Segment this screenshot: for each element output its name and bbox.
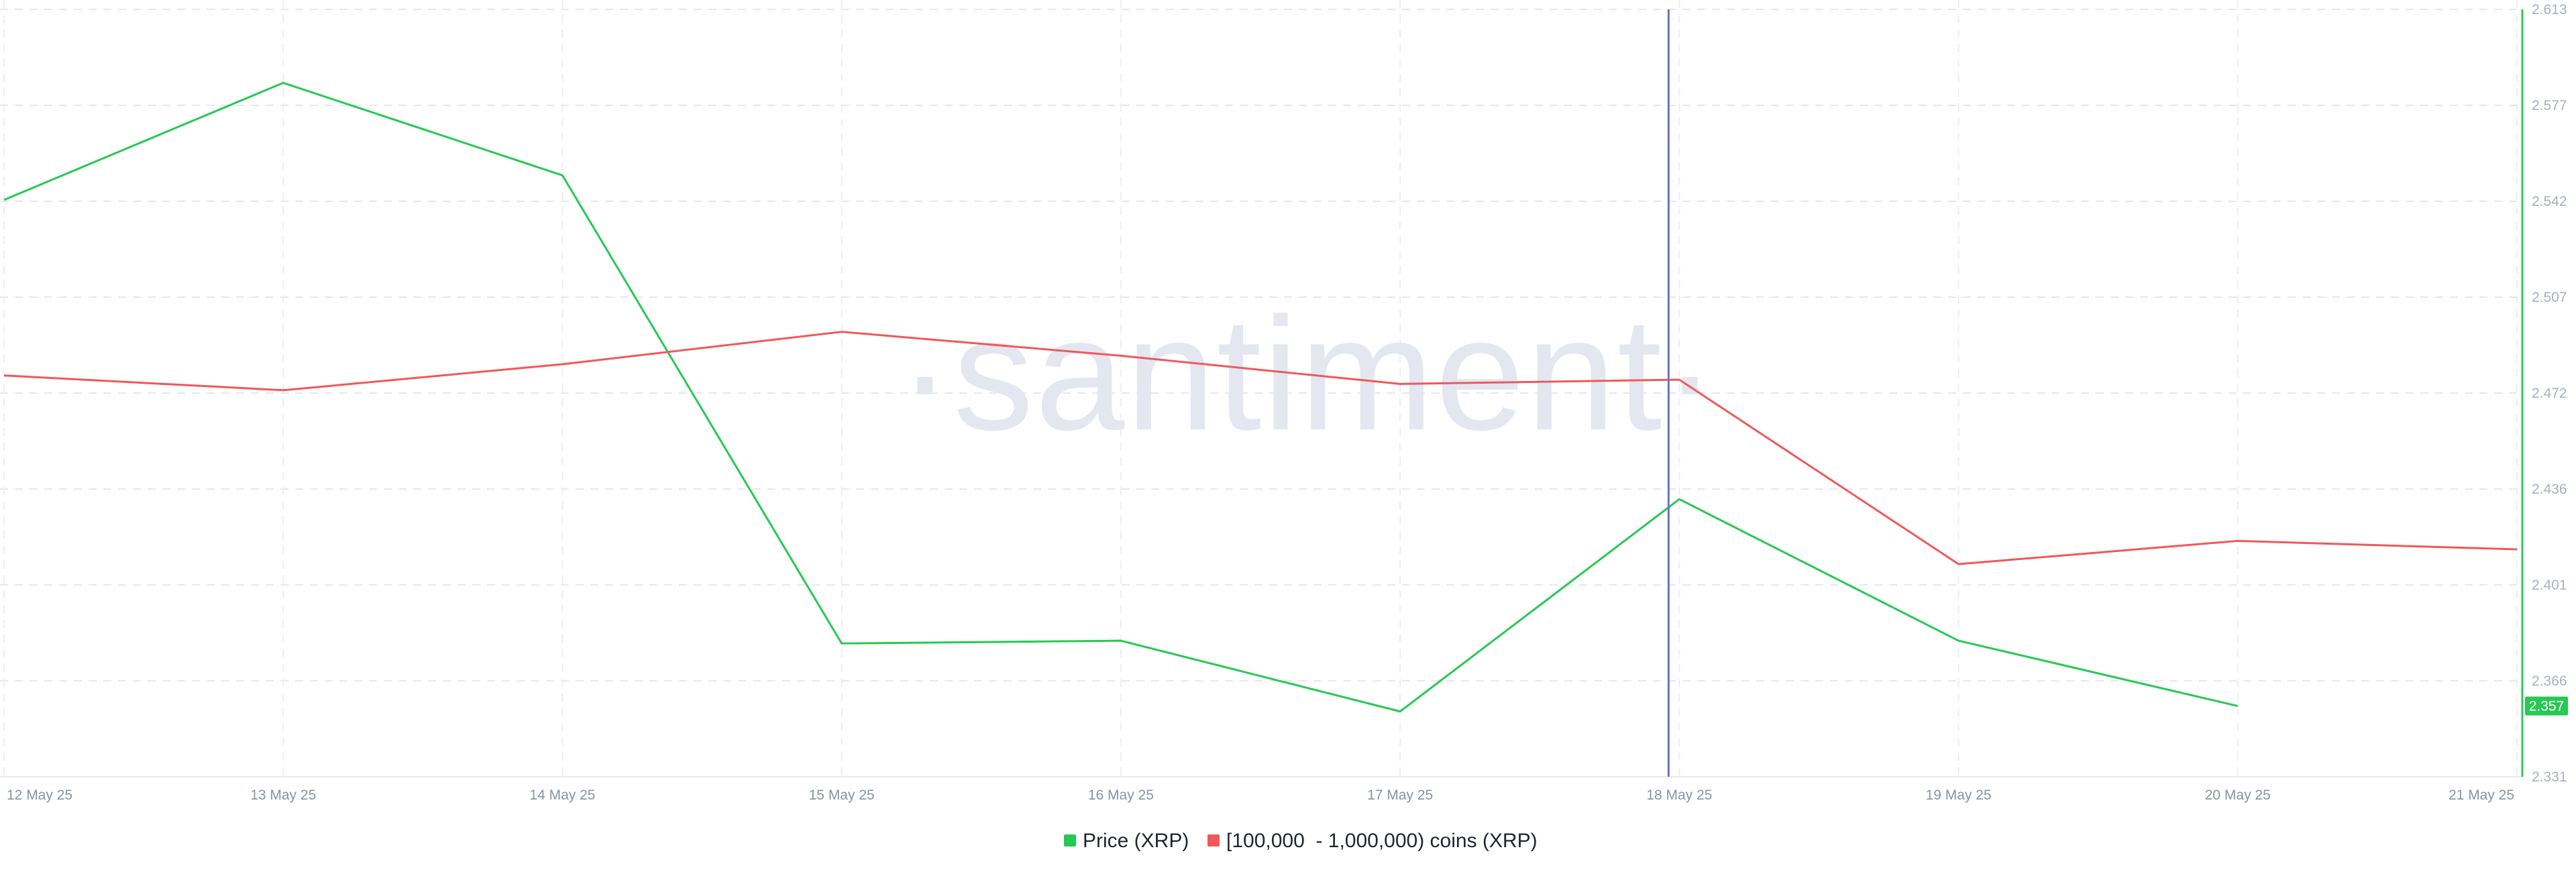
price-point[interactable] bbox=[1676, 496, 1682, 502]
x-tick-label: 21 May 25 bbox=[2449, 787, 2514, 803]
y-tick-label: 2.577 bbox=[2532, 98, 2567, 113]
holders-point[interactable] bbox=[559, 362, 565, 367]
grid bbox=[0, 0, 2522, 777]
price-point[interactable] bbox=[2235, 704, 2241, 709]
price-point[interactable] bbox=[1118, 638, 1124, 643]
y-tick-label: 2.436 bbox=[2532, 482, 2567, 497]
x-tick-label: 13 May 25 bbox=[250, 787, 316, 803]
holders-point[interactable] bbox=[1676, 377, 1682, 382]
price-point[interactable] bbox=[839, 641, 845, 646]
x-tick-label: 12 May 25 bbox=[7, 787, 72, 803]
price-point[interactable] bbox=[1397, 709, 1403, 714]
holders-point[interactable] bbox=[839, 329, 845, 335]
price-point[interactable] bbox=[1, 197, 7, 203]
y-axis-right: 2.613 2.577 2.542 2.507 2.472 2.436 2.401 2.366… bbox=[2521, 2, 2567, 785]
holders-point[interactable] bbox=[1118, 353, 1124, 358]
holders-point[interactable] bbox=[1397, 381, 1403, 386]
price-line[interactable] bbox=[3, 82, 2239, 713]
holders-point[interactable] bbox=[280, 388, 286, 393]
y-tick-label: 2.331 bbox=[2532, 769, 2567, 785]
legend-label-holders[interactable]: [100,000 - 1,000,000) coins (XRP) bbox=[1226, 830, 1538, 852]
x-axis: 12 May 25 13 May 25 14 May 25 15 May 25 16 M… bbox=[7, 787, 2514, 803]
x-tick-label: 14 May 25 bbox=[529, 787, 595, 803]
legend-label-price[interactable]: Price (XRP) bbox=[1083, 830, 1189, 852]
holders-point[interactable] bbox=[1, 373, 7, 378]
y-tick-label: 2.472 bbox=[2532, 386, 2567, 401]
y-tick-label: 2.613 bbox=[2532, 2, 2567, 17]
price-point[interactable] bbox=[559, 172, 565, 178]
legend: Price (XRP) [100,000 - 1,000,000) coins … bbox=[1064, 830, 1538, 852]
legend-swatch-price[interactable] bbox=[1064, 834, 1076, 847]
watermark: ·santiment· bbox=[898, 284, 1718, 464]
series-lines bbox=[1, 80, 2520, 714]
holders-point[interactable] bbox=[1956, 561, 1962, 567]
x-tick-label: 20 May 25 bbox=[2205, 787, 2271, 803]
y-tick-label: 2.366 bbox=[2532, 673, 2567, 689]
last-price-badge-label: 2.357 bbox=[2529, 699, 2565, 714]
x-tick-label: 16 May 25 bbox=[1088, 787, 1154, 803]
holders-line[interactable] bbox=[3, 331, 2518, 565]
y-tick-label: 2.401 bbox=[2532, 578, 2567, 593]
x-tick-label: 18 May 25 bbox=[1646, 787, 1712, 803]
x-tick-label: 17 May 25 bbox=[1367, 787, 1433, 803]
y-tick-label: 2.507 bbox=[2532, 290, 2567, 305]
y-tick-label: 2.542 bbox=[2532, 194, 2567, 209]
price-point[interactable] bbox=[1956, 638, 1962, 643]
x-tick-label: 19 May 25 bbox=[1926, 787, 1992, 803]
holders-point[interactable] bbox=[2235, 538, 2241, 543]
x-tick-label: 15 May 25 bbox=[809, 787, 875, 803]
last-price-badge: 2.357 bbox=[2525, 696, 2568, 716]
legend-swatch-holders[interactable] bbox=[1208, 834, 1220, 847]
price-point[interactable] bbox=[280, 80, 286, 86]
holders-point[interactable] bbox=[2514, 547, 2520, 552]
last-price-badge-background bbox=[2525, 696, 2568, 716]
